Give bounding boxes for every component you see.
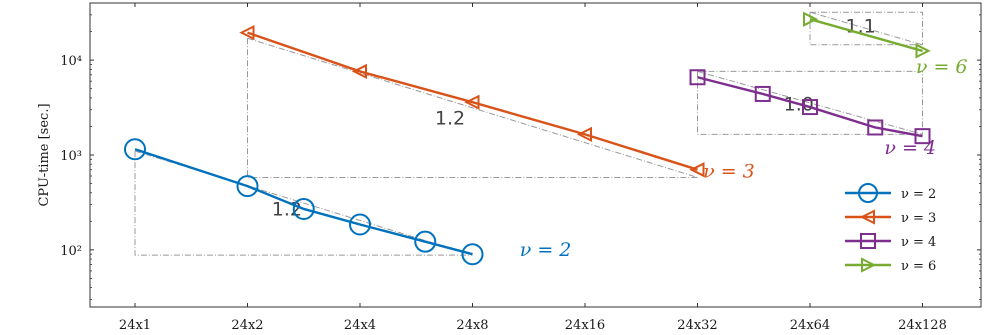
data-point bbox=[860, 233, 876, 249]
slope-hypotenuse bbox=[809, 11, 923, 46]
data-point bbox=[414, 230, 437, 253]
data-point bbox=[915, 43, 931, 59]
data-point bbox=[754, 85, 771, 102]
series-label: ν = 3 bbox=[703, 161, 755, 183]
series-label: ν = 4 bbox=[884, 137, 936, 159]
slope-legs bbox=[809, 12, 923, 46]
data-point bbox=[867, 119, 884, 136]
data-point bbox=[689, 162, 705, 178]
y-tick-label: 10⁴ bbox=[60, 54, 82, 69]
legend-label: ν = 4 bbox=[901, 235, 936, 250]
series-4: ν = 6 bbox=[803, 11, 968, 78]
x-tick-label: 24x16 bbox=[565, 318, 605, 333]
slope-hypotenuse bbox=[697, 70, 923, 135]
series-label: ν = 2 bbox=[520, 239, 572, 261]
legend-entry: ν = 6 bbox=[845, 257, 936, 274]
slope-triangles: 1.21.21.01.1 bbox=[134, 11, 923, 256]
slope-hypotenuse bbox=[247, 37, 698, 178]
data-point bbox=[461, 243, 484, 266]
data-point bbox=[689, 69, 706, 86]
x-tick-label: 24x128 bbox=[898, 318, 947, 333]
x-tick-label: 24x8 bbox=[456, 318, 488, 333]
legend: ν = 2 ν = 3 ν = 4 ν = 6 bbox=[845, 183, 936, 274]
slope-upper-legs bbox=[810, 11, 923, 45]
data-point bbox=[239, 24, 255, 41]
y-tick-label: 10³ bbox=[60, 149, 82, 164]
x-tick-label: 24x1 bbox=[119, 318, 151, 333]
series-lines: ν = 2 ν = 3 ν = 4 ν = 6 bbox=[124, 11, 968, 266]
slope-upper-legs bbox=[697, 70, 923, 135]
data-point bbox=[803, 11, 819, 27]
series-line bbox=[247, 31, 698, 171]
legend-label: ν = 2 bbox=[901, 187, 936, 202]
legend-entry: ν = 2 bbox=[845, 183, 936, 203]
plot-frame bbox=[89, 2, 982, 308]
data-point bbox=[351, 63, 367, 80]
slope-label: 1.2 bbox=[435, 108, 465, 130]
series-line bbox=[809, 18, 923, 53]
y-tick-label: 10² bbox=[60, 244, 82, 259]
series-2: ν = 3 bbox=[239, 24, 755, 183]
data-point bbox=[349, 213, 371, 236]
data-point bbox=[802, 99, 818, 116]
x-tick-label: 24x64 bbox=[790, 318, 830, 333]
x-tick-label: 24x32 bbox=[677, 318, 717, 333]
data-point bbox=[124, 138, 146, 161]
data-point bbox=[914, 128, 931, 145]
data-point bbox=[236, 175, 259, 198]
data-point bbox=[858, 183, 878, 203]
series-3: ν = 4 bbox=[689, 69, 936, 159]
series-line bbox=[697, 76, 923, 138]
legend-entry: ν = 3 bbox=[845, 209, 936, 226]
data-point bbox=[859, 209, 875, 225]
slope-legs bbox=[697, 71, 923, 135]
data-point bbox=[464, 94, 480, 110]
data-point bbox=[576, 126, 592, 142]
series-1: ν = 2 bbox=[124, 138, 572, 266]
axis-ticks: 24x1 24x2 24x4 24x8 24x16 24x32 24x64 24x128 10²… bbox=[60, 2, 981, 333]
data-point bbox=[861, 257, 877, 273]
legend-label: ν = 3 bbox=[901, 211, 936, 226]
slope-legs bbox=[134, 151, 473, 256]
slope-legs bbox=[247, 38, 698, 178]
data-point bbox=[292, 197, 315, 220]
series-label: ν = 6 bbox=[916, 56, 968, 78]
legend-entry: ν = 4 bbox=[845, 233, 936, 250]
x-tick-label: 24x2 bbox=[231, 318, 263, 333]
series-line bbox=[134, 148, 473, 256]
y-axis-label: CPU-time [sec.] bbox=[37, 103, 52, 206]
x-tick-label: 24x4 bbox=[344, 318, 376, 333]
legend-label: ν = 6 bbox=[901, 259, 936, 274]
